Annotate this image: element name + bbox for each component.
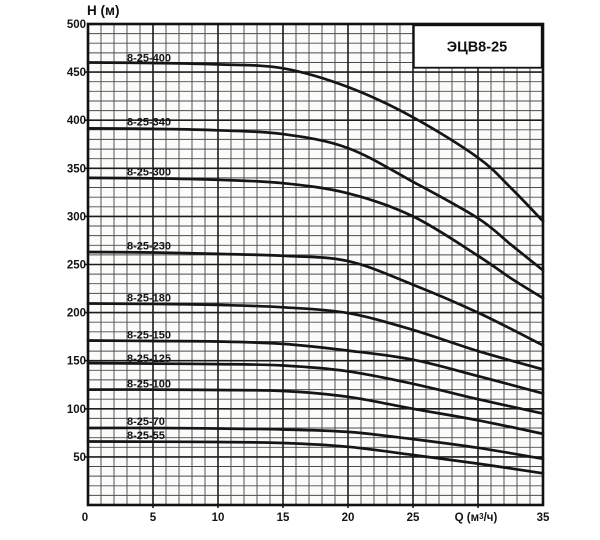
svg-text:8-25-70: 8-25-70 <box>127 416 165 428</box>
svg-text:5: 5 <box>150 512 157 524</box>
svg-text:35: 35 <box>537 512 550 524</box>
svg-text:450: 450 <box>67 67 86 79</box>
svg-text:8-25-55: 8-25-55 <box>127 430 165 442</box>
svg-text:50: 50 <box>73 452 86 464</box>
svg-text:8-25-300: 8-25-300 <box>127 167 171 179</box>
svg-text:8-25-125: 8-25-125 <box>127 353 171 365</box>
svg-text:8-25-230: 8-25-230 <box>127 241 171 253</box>
svg-text:ЭЦВ8-25: ЭЦВ8-25 <box>447 40 507 56</box>
svg-text:400: 400 <box>67 115 86 127</box>
svg-text:8-25-100: 8-25-100 <box>127 379 171 391</box>
svg-text:0: 0 <box>82 512 88 524</box>
svg-text:500: 500 <box>67 19 86 31</box>
svg-text:Q (м3/ч): Q (м3/ч) <box>455 512 498 524</box>
svg-text:10: 10 <box>212 512 225 524</box>
svg-text:8-25-400: 8-25-400 <box>127 53 171 65</box>
svg-text:20: 20 <box>342 512 355 524</box>
svg-text:150: 150 <box>67 356 86 368</box>
svg-text:250: 250 <box>67 260 86 272</box>
svg-text:Н (м): Н (м) <box>87 3 119 18</box>
svg-text:25: 25 <box>407 512 420 524</box>
svg-text:8-25-150: 8-25-150 <box>127 330 171 342</box>
svg-text:100: 100 <box>67 404 86 416</box>
svg-text:8-25-340: 8-25-340 <box>127 117 171 129</box>
svg-text:200: 200 <box>67 308 86 320</box>
svg-text:300: 300 <box>67 211 86 223</box>
svg-text:15: 15 <box>277 512 290 524</box>
svg-text:8-25-180: 8-25-180 <box>127 293 171 305</box>
svg-text:350: 350 <box>67 163 86 175</box>
